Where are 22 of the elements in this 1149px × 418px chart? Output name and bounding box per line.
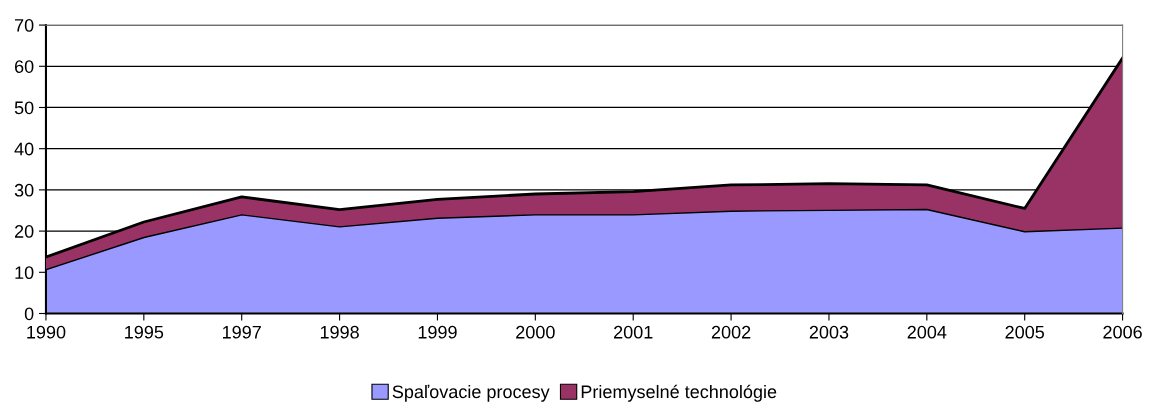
y-tick-label: 60 — [14, 60, 34, 73]
x-tick-label: 2006 — [1103, 325, 1142, 339]
x-tick-label: 1999 — [418, 325, 457, 339]
y-tick-label: 70 — [15, 19, 34, 32]
x-tick-label: 2000 — [516, 325, 555, 339]
x-tick-label: 1997 — [223, 325, 261, 339]
x-tick-label: 1990 — [27, 325, 66, 339]
x-tick-label: 2003 — [809, 325, 849, 339]
y-tick-label: 20 — [14, 225, 34, 238]
y-tick-label: 40 — [14, 142, 34, 156]
legend-label: Spaľovacie procesy — [392, 384, 550, 402]
x-tick-label: 1995 — [125, 325, 164, 339]
x-tick-label: 2002 — [711, 325, 751, 339]
legend-label: Priemyselné technológie — [581, 384, 777, 402]
x-tick-label: 2005 — [1005, 325, 1045, 339]
y-tick-label: 10 — [15, 266, 34, 280]
x-tick-label: 2001 — [614, 325, 653, 339]
x-tick-label: 1998 — [320, 325, 359, 339]
y-tick-label: 50 — [14, 101, 34, 115]
x-tick-label: 2004 — [907, 325, 947, 339]
y-tick-label: 30 — [14, 183, 34, 197]
y-tick-label: 0 — [24, 307, 34, 321]
